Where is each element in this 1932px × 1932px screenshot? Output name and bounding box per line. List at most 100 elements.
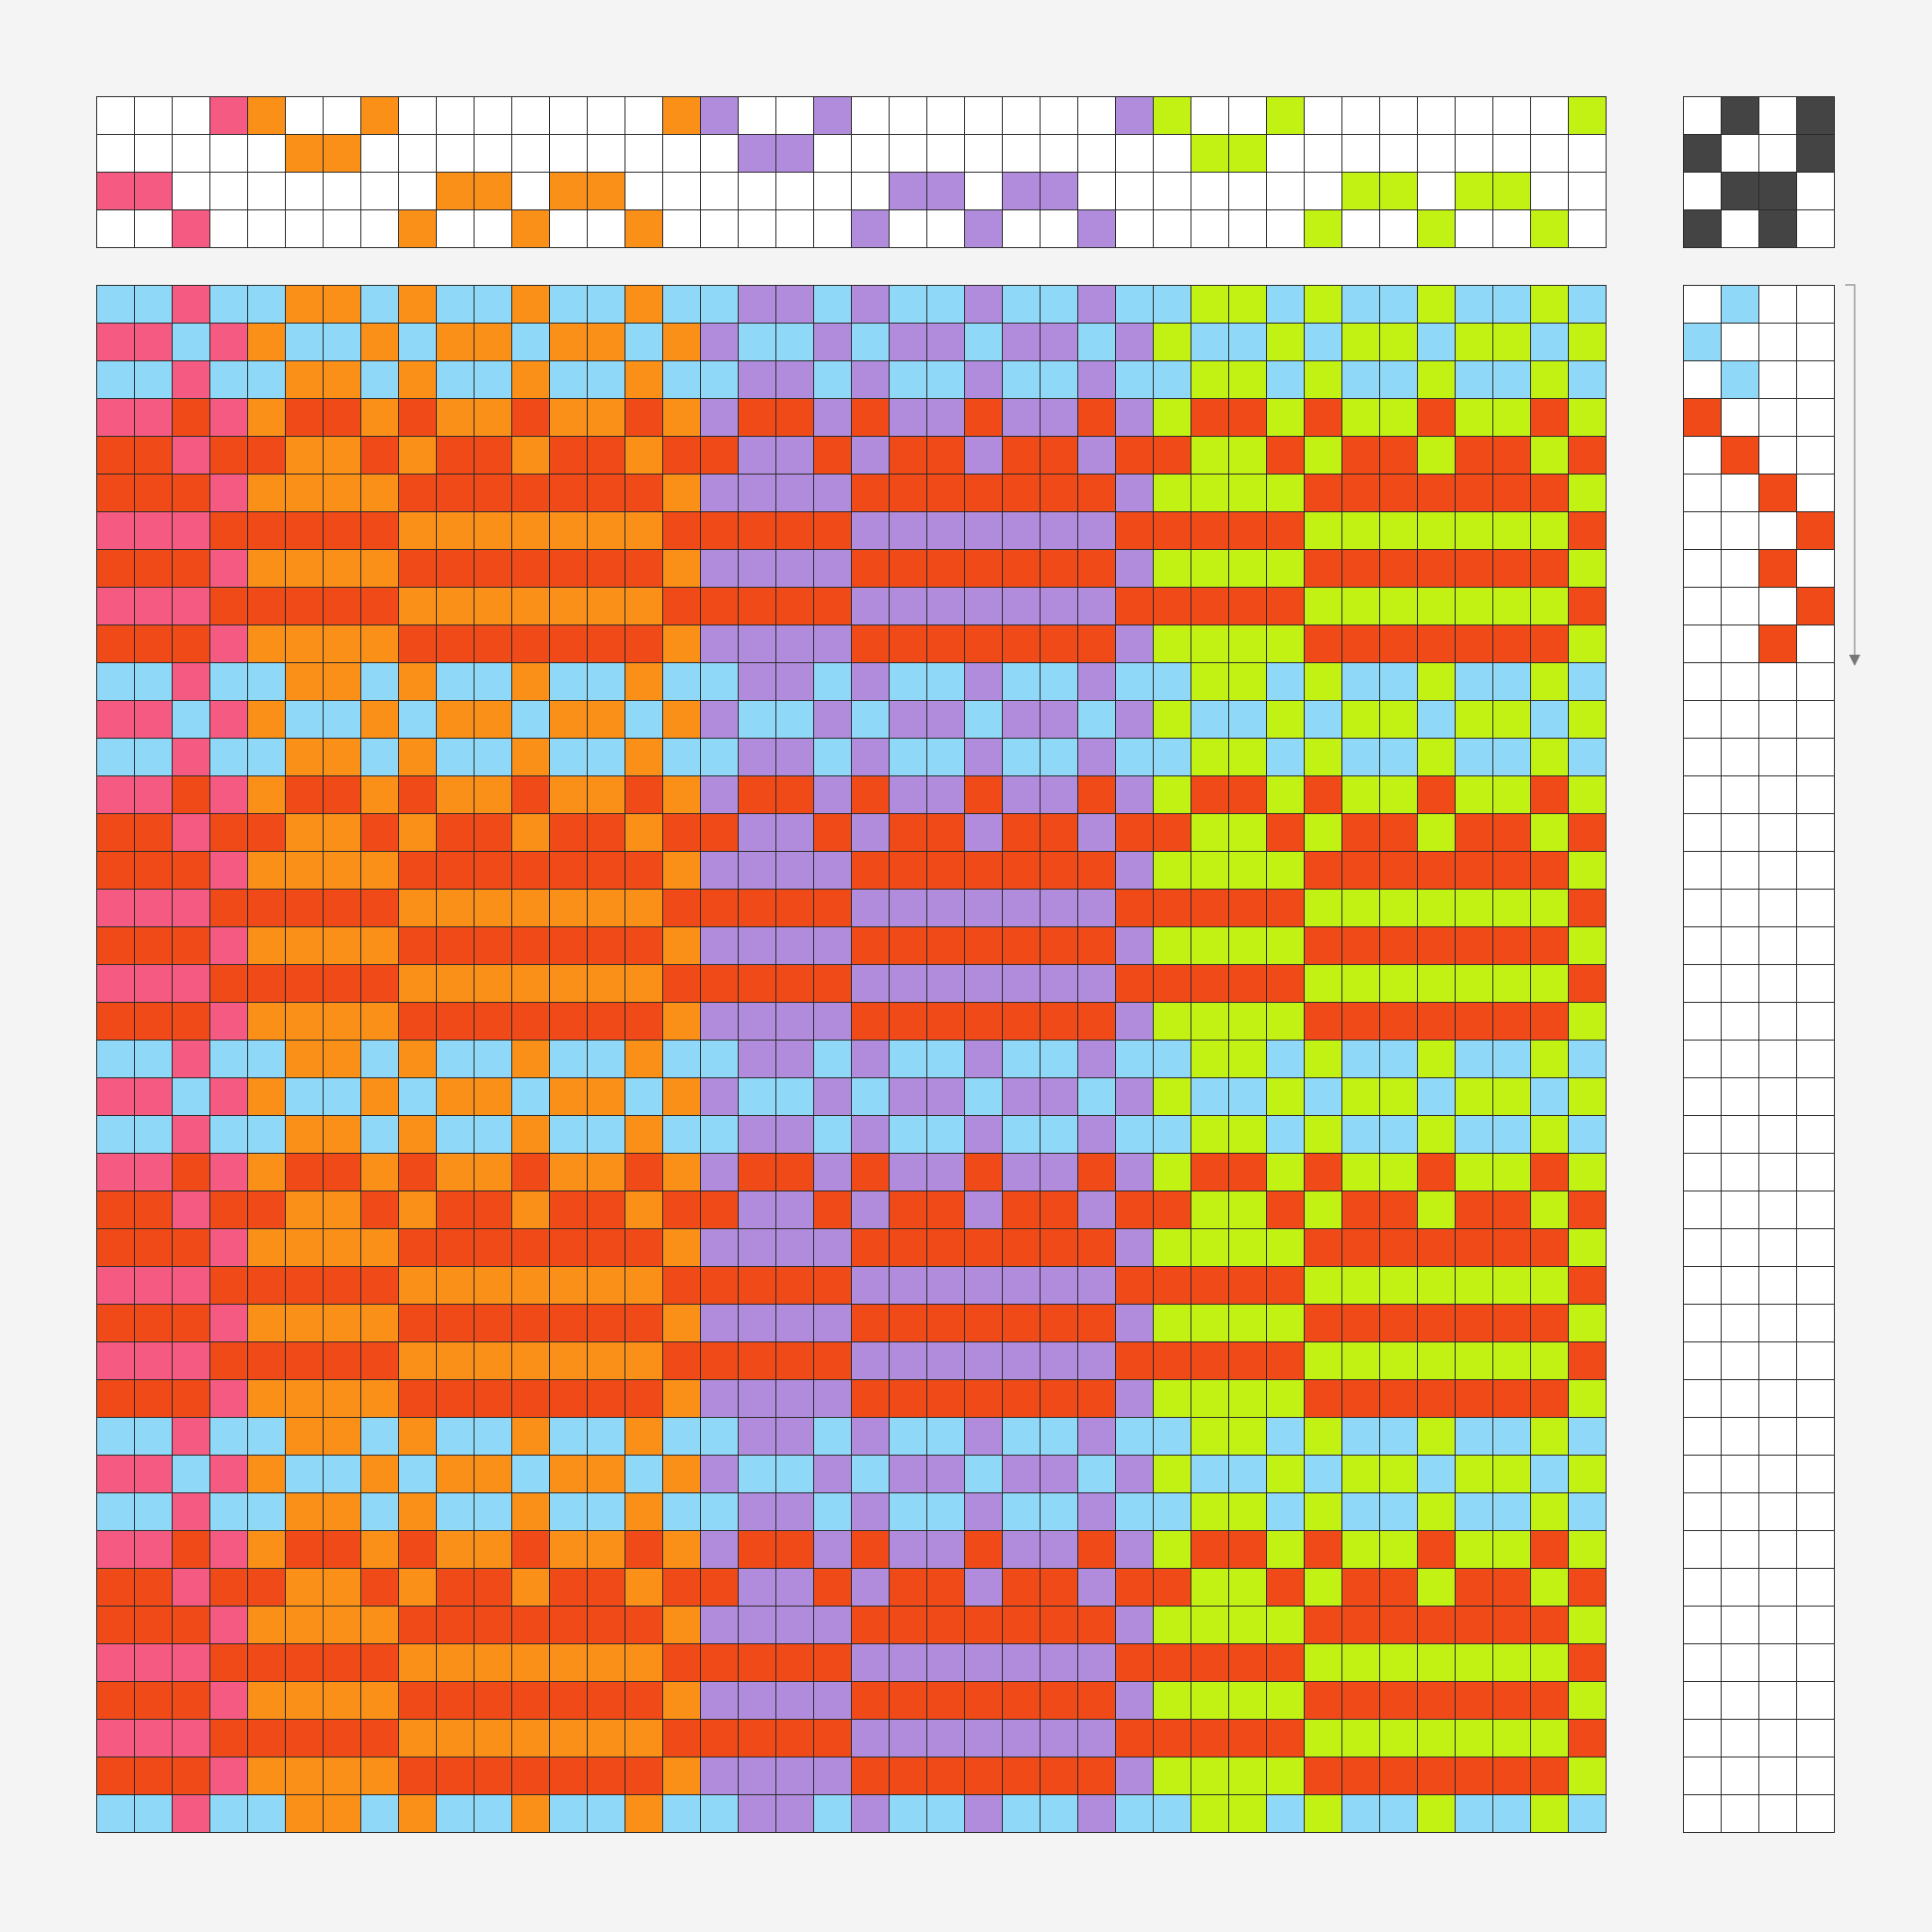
drawdown-cell [964, 1002, 1003, 1041]
drawdown-cell [1040, 1002, 1078, 1041]
threading-empty [662, 134, 701, 173]
threading-cell [1077, 209, 1116, 248]
drawdown-cell [511, 1530, 550, 1569]
threading-empty [1266, 172, 1305, 210]
drawdown-cell [625, 1643, 663, 1682]
drawdown-cell [1341, 511, 1380, 550]
drawdown-cell [1153, 1379, 1191, 1418]
drawdown-cell [474, 738, 512, 776]
drawdown-cell [851, 1153, 890, 1191]
drawdown-cell [775, 1040, 814, 1078]
drawdown-cell [1002, 1643, 1041, 1682]
drawdown-cell [360, 511, 399, 550]
drawdown-cell [172, 700, 210, 739]
drawdown-cell [398, 1153, 437, 1191]
drawdown-cell [511, 1643, 550, 1682]
drawdown-cell [360, 1794, 399, 1833]
treadling-empty [1721, 474, 1759, 512]
drawdown-cell [549, 1455, 588, 1493]
drawdown-cell [1341, 700, 1380, 739]
drawdown-cell [436, 926, 475, 965]
threading-empty [926, 134, 965, 173]
drawdown-cell [474, 1379, 512, 1418]
drawdown-cell [511, 1719, 550, 1757]
threading-empty [436, 209, 475, 248]
threading-empty [1455, 209, 1493, 248]
drawdown-cell [474, 813, 512, 852]
drawdown-cell [1455, 1266, 1493, 1305]
drawdown-cell [474, 1455, 512, 1493]
drawdown-cell [1530, 1719, 1569, 1757]
drawdown-cell [1153, 1002, 1191, 1041]
drawdown-cell [813, 625, 852, 663]
drawdown-cell [738, 360, 776, 399]
drawdown-cell [1228, 323, 1267, 361]
drawdown-cell [436, 1757, 475, 1795]
drawdown-cell [1379, 1455, 1418, 1493]
drawdown-cell [926, 1757, 965, 1795]
drawdown-cell [1530, 1002, 1569, 1041]
treadling-empty [1683, 625, 1722, 663]
drawdown-cell [172, 1191, 210, 1229]
drawdown-cell [1266, 1417, 1305, 1456]
drawdown-cell [1191, 813, 1229, 852]
drawdown-cell [172, 1455, 210, 1493]
drawdown-cell [1191, 1228, 1229, 1267]
drawdown-cell [889, 1492, 927, 1531]
drawdown-cell [926, 1341, 965, 1380]
drawdown-cell [775, 436, 814, 475]
drawdown-cell [511, 323, 550, 361]
drawdown-cell [625, 1417, 663, 1456]
threading-cell [474, 172, 512, 210]
drawdown-cell [1153, 1153, 1191, 1191]
drawdown-cell [134, 360, 173, 399]
drawdown-cell [1530, 323, 1569, 361]
drawdown-cell [436, 1191, 475, 1229]
drawdown-cell [1153, 625, 1191, 663]
drawdown-cell [964, 323, 1003, 361]
threading-cell [134, 172, 173, 210]
drawdown-cell [1492, 662, 1531, 701]
threading-empty [851, 96, 890, 135]
drawdown-cell [1492, 436, 1531, 475]
drawdown-cell [247, 926, 286, 965]
threading-empty [1228, 209, 1267, 248]
drawdown-cell [587, 1228, 625, 1267]
drawdown-cell [1492, 1115, 1531, 1154]
threading-empty [738, 96, 776, 135]
drawdown-cell [1153, 1643, 1191, 1682]
drawdown-cell [1228, 1040, 1267, 1078]
drawdown-cell [1228, 738, 1267, 776]
treadling-empty [1796, 1153, 1835, 1191]
drawdown-cell [1530, 1115, 1569, 1154]
drawdown-cell [1492, 775, 1531, 814]
drawdown-cell [1153, 1077, 1191, 1116]
drawdown-cell [1153, 1341, 1191, 1380]
drawdown-cell [549, 1228, 588, 1267]
treadling-empty [1796, 474, 1835, 512]
treadling-empty [1721, 1417, 1759, 1456]
drawdown-cell [775, 1606, 814, 1644]
drawdown-cell [1492, 1568, 1531, 1607]
drawdown-cell [1455, 1530, 1493, 1569]
drawdown-cell [96, 1492, 135, 1531]
drawdown-cell [209, 662, 248, 701]
drawdown-cell [172, 926, 210, 965]
drawdown-cell [813, 926, 852, 965]
drawdown-cell [926, 1794, 965, 1833]
drawdown-cell [1077, 926, 1116, 965]
drawdown-cell [1492, 926, 1531, 965]
threading-empty [1077, 134, 1116, 173]
drawdown-cell [738, 1643, 776, 1682]
drawdown-cell [1492, 285, 1531, 324]
drawdown-cell [700, 926, 739, 965]
drawdown-cell [360, 285, 399, 324]
drawdown-cell [398, 436, 437, 475]
drawdown-cell [587, 1530, 625, 1569]
drawdown-cell [1115, 474, 1154, 512]
drawdown-cell [662, 1002, 701, 1041]
drawdown-cell [323, 285, 361, 324]
drawdown-cell [851, 1379, 890, 1418]
drawdown-cell [247, 1606, 286, 1644]
drawdown-cell [700, 587, 739, 625]
